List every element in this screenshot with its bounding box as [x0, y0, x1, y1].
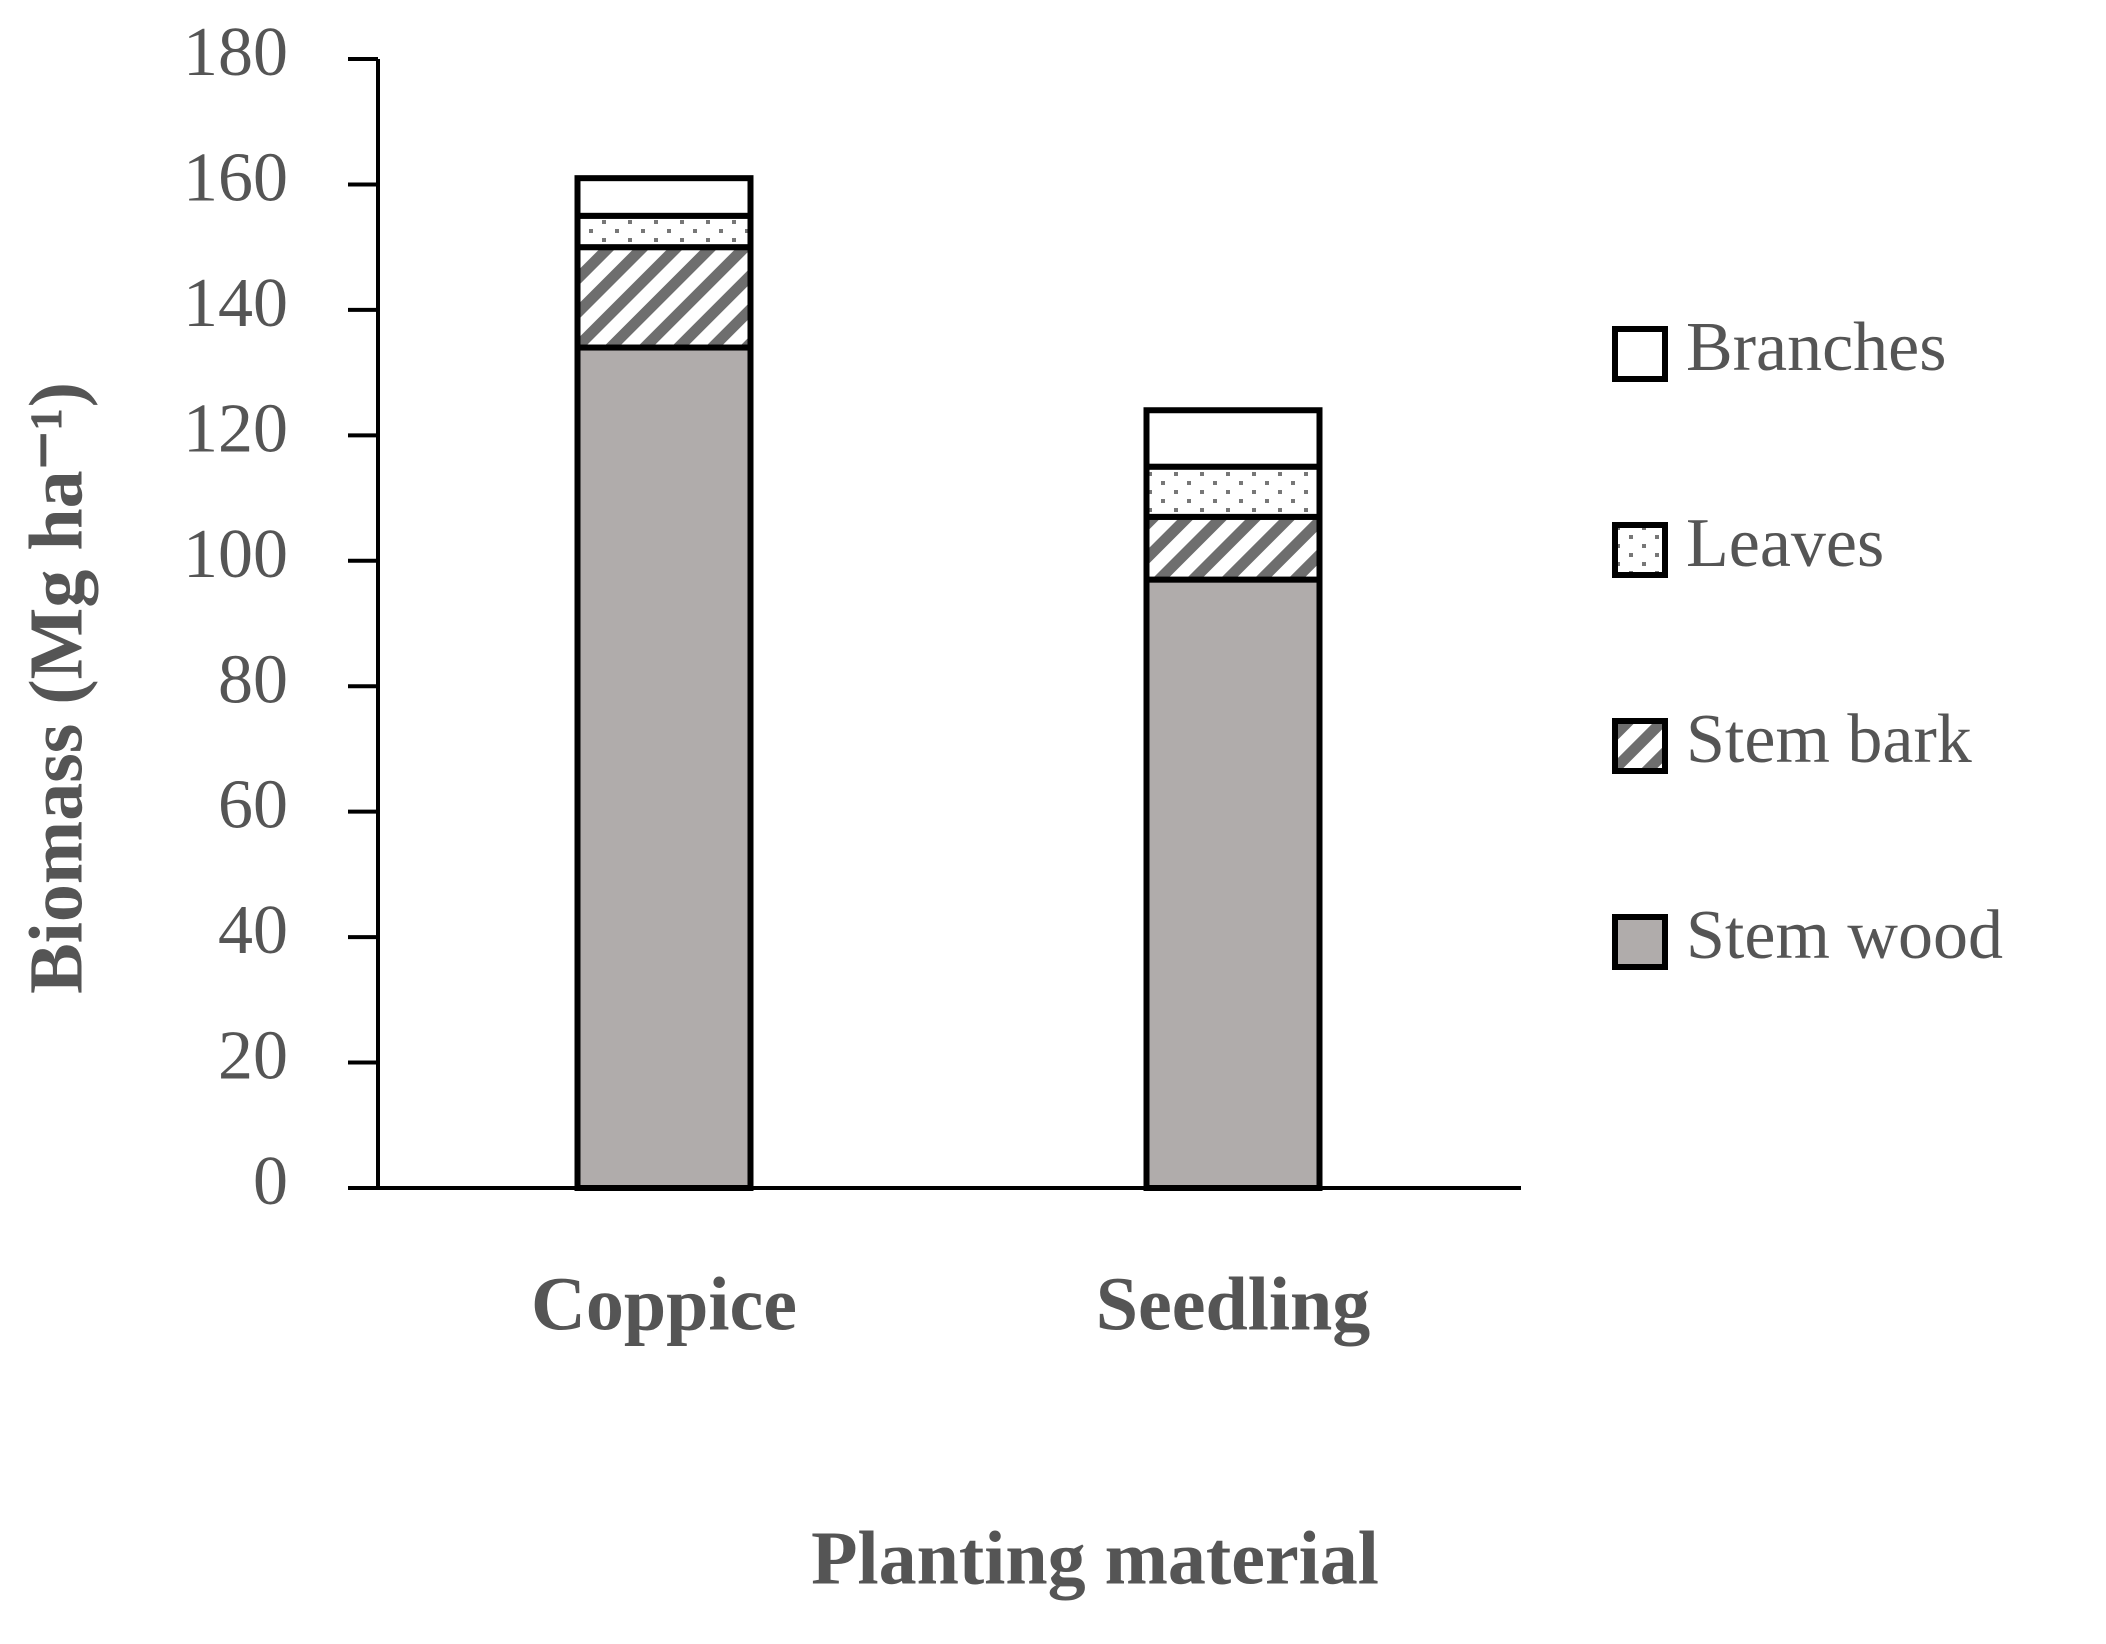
bar-segment	[1143, 576, 1323, 1191]
legend-swatch	[1612, 522, 1668, 578]
legend-label: Stem bark	[1686, 701, 1972, 778]
legend-swatch	[1612, 914, 1668, 970]
legend-label: Stem wood	[1686, 897, 2003, 974]
bar-segment	[574, 175, 754, 219]
y-tick-label: 80	[218, 641, 288, 718]
y-tick-label: 180	[183, 14, 288, 91]
y-tick-label: 60	[218, 767, 288, 844]
y-tick-label: 40	[218, 892, 288, 969]
legend-swatch	[1612, 326, 1668, 382]
y-tick-label: 160	[183, 140, 288, 217]
legend-label: Branches	[1686, 309, 1946, 386]
bar-segment	[1143, 407, 1323, 470]
y-tick-label: 100	[183, 516, 288, 593]
bar-segment	[1143, 513, 1323, 583]
x-axis-title: Planting material	[811, 1516, 1379, 1600]
bar-segment	[574, 244, 754, 351]
y-axis-title: Biomass (Mg ha⁻¹)	[14, 382, 98, 994]
x-tick-label: Coppice	[531, 1262, 797, 1346]
x-tick-label: Seedling	[1096, 1262, 1371, 1346]
legend-label: Leaves	[1686, 505, 1884, 582]
y-tick-label: 0	[253, 1143, 288, 1220]
bar-segment	[574, 212, 754, 251]
bar-segment	[1143, 463, 1323, 520]
y-tick-label: 120	[183, 390, 288, 467]
y-tick-label: 140	[183, 265, 288, 342]
y-tick-label: 20	[218, 1018, 288, 1095]
bar-segment	[574, 344, 754, 1191]
legend-swatch	[1612, 718, 1668, 774]
